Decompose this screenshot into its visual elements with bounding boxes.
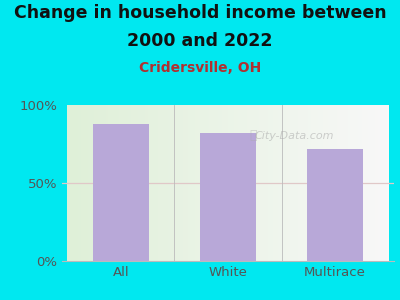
Text: Cridersville, OH: Cridersville, OH xyxy=(139,61,261,76)
Bar xyxy=(200,133,256,261)
Text: City-Data.com: City-Data.com xyxy=(255,131,334,141)
Text: 2000 and 2022: 2000 and 2022 xyxy=(127,32,273,50)
Text: ⓘ: ⓘ xyxy=(249,129,257,142)
Text: Change in household income between: Change in household income between xyxy=(14,4,386,22)
Bar xyxy=(307,149,363,261)
Bar xyxy=(93,124,149,261)
